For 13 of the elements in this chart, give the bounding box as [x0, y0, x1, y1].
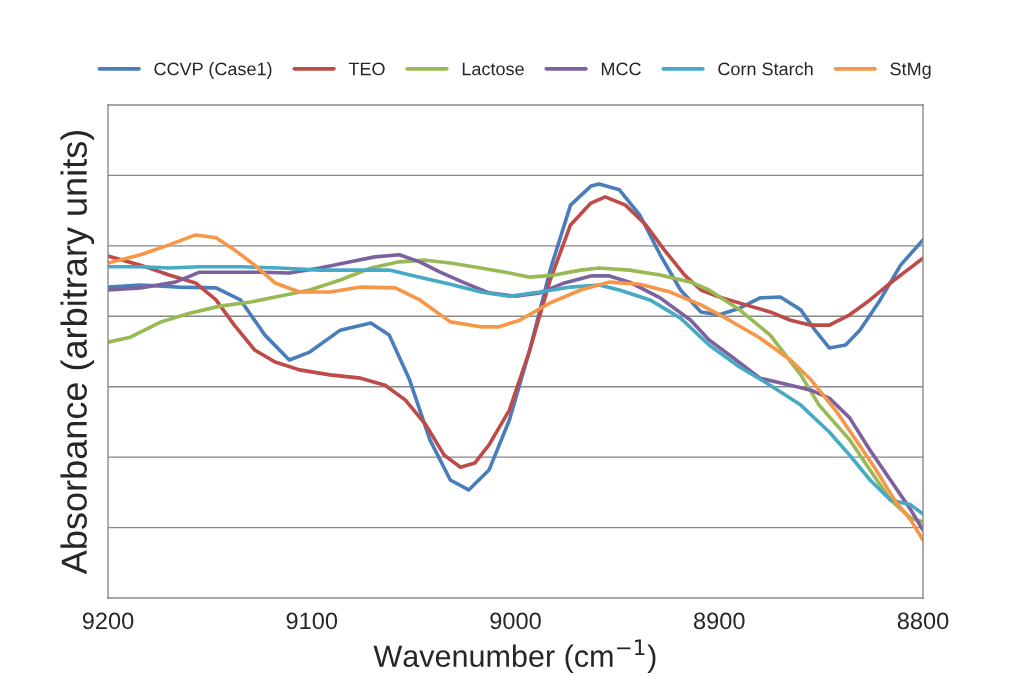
legend-label: MCC [601, 62, 641, 76]
legend-label: CCVP (Case1) [154, 62, 272, 79]
x-tick-label: 9000 [490, 612, 541, 630]
legend-label: Corn Starch [718, 62, 813, 76]
x-tick-label: 9200 [82, 612, 134, 630]
y-axis-title: Absorbance (arbitrary units) [60, 130, 95, 575]
x-tick-label: 8900 [694, 612, 745, 630]
legend-label: Lactose [462, 62, 524, 76]
legend-label: TEO [348, 62, 385, 76]
legend-label: StMg [890, 62, 931, 79]
x-tick-label: 9100 [286, 612, 338, 630]
x-tick-label: 8800 [897, 612, 949, 630]
x-axis-title: Wavenumber (cm$^{−1}$) [373, 639, 656, 674]
